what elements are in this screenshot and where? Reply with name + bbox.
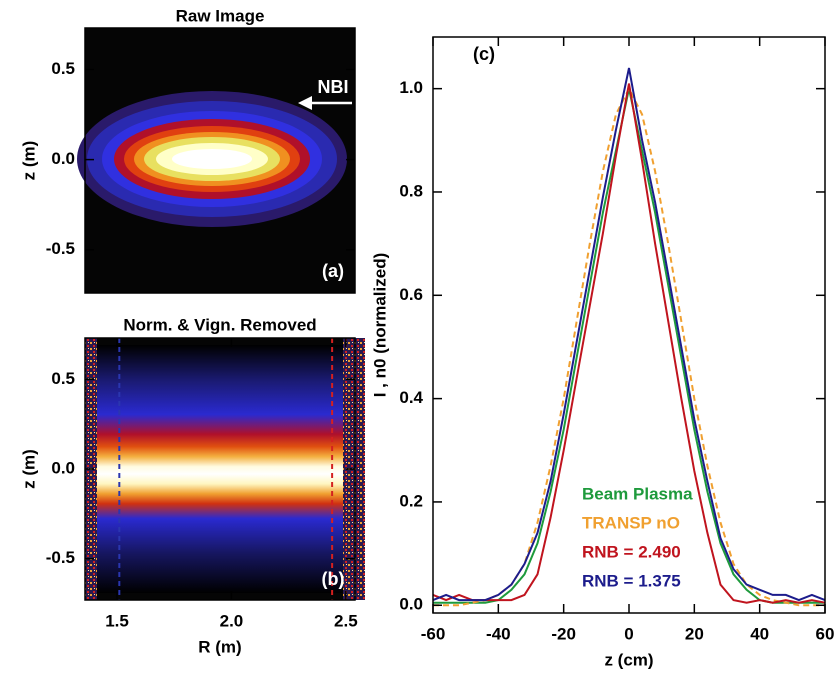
y-tick-label: 1.0 — [399, 78, 423, 97]
y-tick-label: 0.4 — [399, 388, 423, 407]
y-tick-label: 0.0 — [51, 149, 75, 168]
raw-image — [77, 28, 355, 293]
x-tick-label: 1.5 — [105, 611, 129, 630]
x-tick-label: 2.0 — [220, 611, 244, 630]
annotation: (c) — [473, 44, 495, 64]
x-tick-label: 60 — [816, 624, 834, 643]
panel-title: Norm. & Vign. Removed — [123, 315, 316, 334]
x-tick-label: 2.5 — [334, 611, 358, 630]
legend-entry: TRANSP nO — [582, 513, 680, 532]
legend-entry: RNB = 1.375 — [582, 571, 681, 590]
x-tick-label: 0 — [624, 624, 633, 643]
legend-entry: Beam Plasma — [582, 484, 693, 503]
x-axis-label: z (cm) — [604, 650, 653, 669]
y-tick-label: 0.6 — [399, 285, 423, 304]
x-tick-label: 40 — [750, 624, 769, 643]
y-tick-label: 0.0 — [51, 458, 75, 477]
y-tick-label: -0.5 — [46, 548, 75, 567]
y-axis-label: z (m) — [19, 141, 38, 181]
y-tick-label: 0.5 — [51, 369, 75, 388]
panel-title: Raw Image — [176, 6, 265, 25]
plot-frame — [84, 27, 356, 294]
y-tick-label: 0.5 — [51, 59, 75, 78]
x-tick-label: -20 — [551, 624, 576, 643]
y-tick-label: 0.0 — [399, 595, 423, 614]
series-line — [432, 67, 826, 602]
x-tick-label: -60 — [421, 624, 446, 643]
y-axis-label: I , n0 (normalized) — [370, 253, 389, 398]
x-tick-label: -40 — [486, 624, 511, 643]
y-tick-label: -0.5 — [46, 239, 75, 258]
y-tick-label: 0.2 — [399, 491, 423, 510]
y-tick-label: 0.8 — [399, 181, 423, 200]
annotation: NBI — [318, 77, 349, 97]
legend-entry: RNB = 2.490 — [582, 542, 681, 561]
processed-image — [85, 338, 365, 600]
series-line — [432, 83, 826, 604]
annotation: (b) — [322, 569, 345, 589]
y-axis-label: z (m) — [19, 449, 38, 489]
x-axis-label: R (m) — [198, 637, 241, 656]
x-tick-label: 20 — [685, 624, 704, 643]
annotation: (a) — [322, 261, 344, 281]
